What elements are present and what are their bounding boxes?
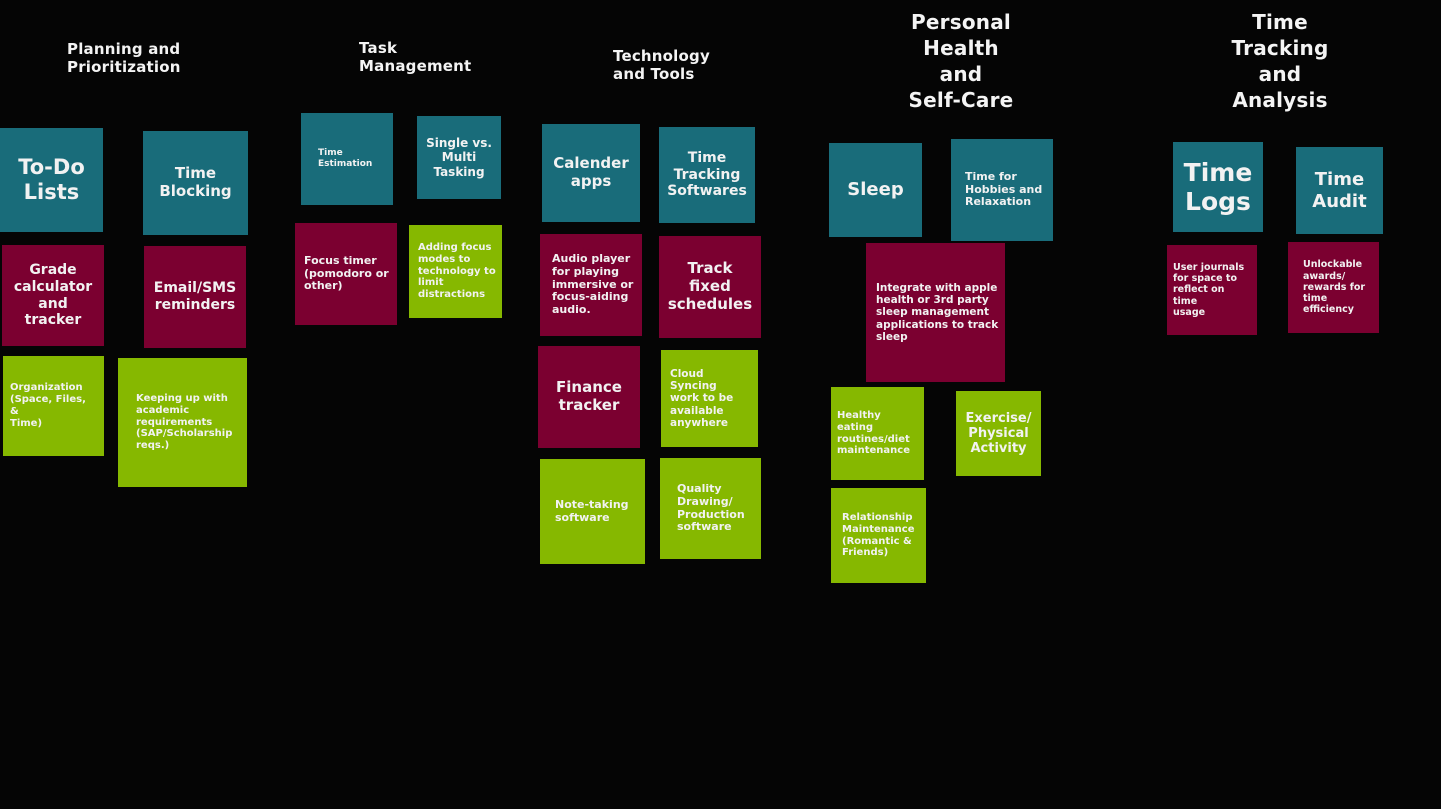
sticky-time-blocking[interactable]: Time Blocking xyxy=(143,131,248,235)
sticky-audio-player[interactable]: Audio player for playing immersive or fo… xyxy=(540,234,642,336)
sticky-focus-timer[interactable]: Focus timer (pomodoro or other) xyxy=(295,223,397,325)
sticky-hobbies[interactable]: Time for Hobbies and Relaxation xyxy=(951,139,1053,241)
sticky-finance-tracker[interactable]: Finance tracker xyxy=(538,346,640,448)
heading-time-tracking: Time Tracking and Analysis xyxy=(1231,10,1329,112)
sticky-single-vs-multi[interactable]: Single vs. Multi Tasking xyxy=(417,116,501,199)
sticky-time-logs[interactable]: Time Logs xyxy=(1173,142,1263,232)
heading-task-management: Task Management xyxy=(359,39,472,75)
sticky-relationship[interactable]: Relationship Maintenance (Romantic & Fri… xyxy=(831,488,926,583)
sticky-track-fixed-schedules[interactable]: Track fixed schedules xyxy=(659,236,761,338)
sticky-time-audit[interactable]: Time Audit xyxy=(1296,147,1383,234)
sticky-drawing-software[interactable]: Quality Drawing/ Production software xyxy=(660,458,761,559)
sticky-exercise[interactable]: Exercise/ Physical Activity xyxy=(956,391,1041,476)
sticky-sleep[interactable]: Sleep xyxy=(829,143,922,237)
sticky-healthy-eating[interactable]: Healthy eating routines/diet maintenance xyxy=(831,387,924,480)
sticky-focus-modes[interactable]: Adding focus modes to technology to limi… xyxy=(409,225,502,318)
sticky-todo-lists[interactable]: To-Do Lists xyxy=(0,128,103,232)
sticky-grade-calculator[interactable]: Grade calculator and tracker xyxy=(2,245,104,346)
sticky-cloud-syncing[interactable]: Cloud Syncing work to be available anywh… xyxy=(661,350,758,447)
sticky-note-taking[interactable]: Note-taking software xyxy=(540,459,645,564)
sticky-calendar-apps[interactable]: Calender apps xyxy=(542,124,640,222)
sticky-awards[interactable]: Unlockable awards/ rewards for time effi… xyxy=(1288,242,1379,333)
sticky-email-sms[interactable]: Email/SMS reminders xyxy=(144,246,246,348)
sticky-academic-requirements[interactable]: Keeping up with academic requirements (S… xyxy=(118,358,247,487)
heading-health: Personal Health and Self-Care xyxy=(908,10,1014,112)
heading-planning: Planning and Prioritization xyxy=(67,40,181,76)
sticky-user-journals[interactable]: User journals for space to reflect on ti… xyxy=(1167,245,1257,335)
sticky-organization[interactable]: Organization (Space, Files, & Time) xyxy=(3,356,104,456)
heading-technology: Technology and Tools xyxy=(613,47,710,83)
sticky-apple-health[interactable]: Integrate with apple health or 3rd party… xyxy=(866,243,1005,382)
sticky-time-tracking-softwares[interactable]: Time Tracking Softwares xyxy=(659,127,755,223)
sticky-time-estimation[interactable]: Time Estimation xyxy=(301,113,393,205)
